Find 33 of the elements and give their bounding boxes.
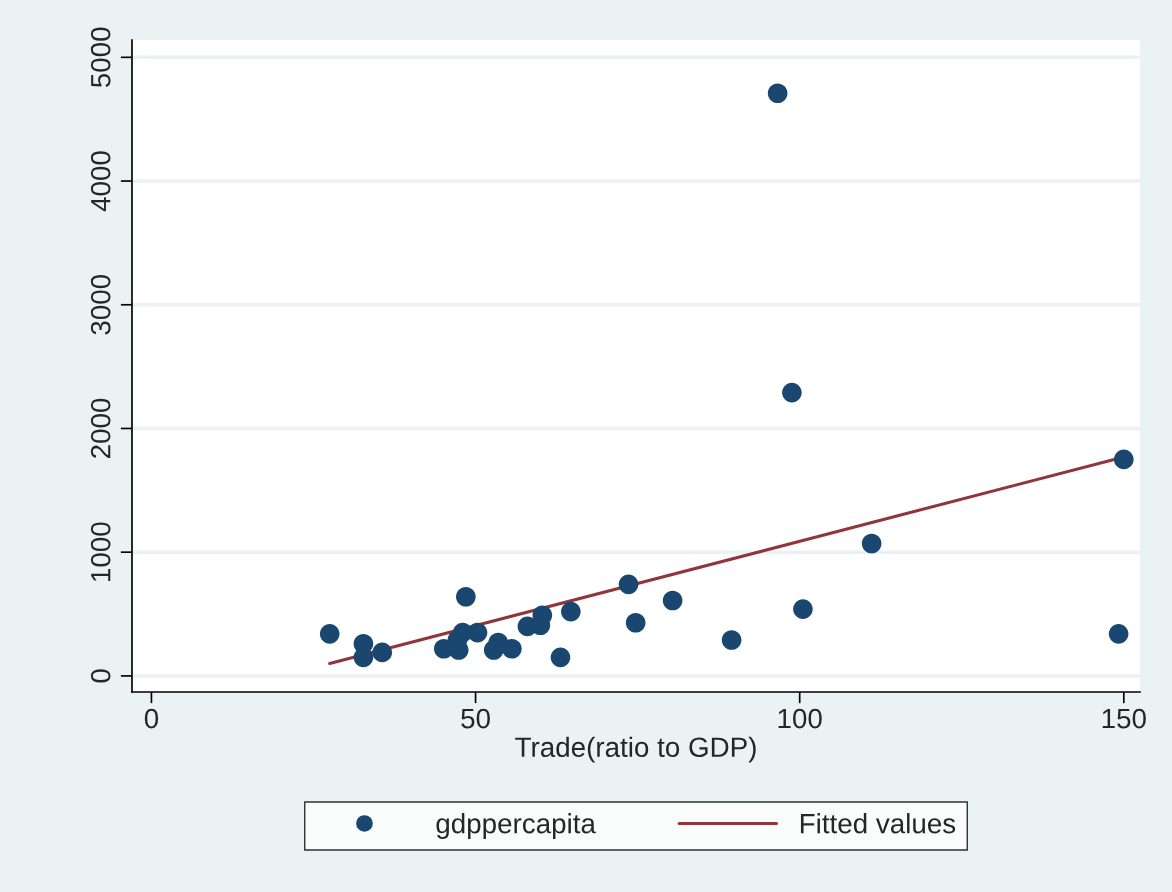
point [550, 647, 571, 668]
point [448, 640, 469, 660]
point [861, 533, 882, 554]
x-tick-label: 100 [778, 708, 822, 729]
legend-label: Fitted values [800, 813, 956, 834]
x-tick-label: 0 [144, 708, 159, 729]
point [1108, 624, 1129, 644]
y-tick-label: 5000 [90, 27, 111, 88]
point [561, 601, 581, 622]
point [618, 574, 639, 595]
point [721, 630, 742, 650]
y-tick-label: 2000 [90, 398, 111, 458]
point [1113, 449, 1134, 470]
x-tick-label: 50 [461, 708, 490, 729]
point [319, 624, 340, 644]
x-axis-title: Trade(ratio to GDP) [515, 736, 756, 763]
x-tick-label: 150 [1102, 708, 1146, 729]
point [502, 638, 522, 659]
point [782, 382, 802, 403]
point [456, 586, 476, 607]
y-tick-label: 4000 [90, 151, 111, 212]
legend-label: gdppercapita [436, 813, 596, 839]
point [662, 590, 683, 611]
y-tick-label: 0 [90, 669, 111, 683]
point [467, 622, 488, 643]
point [532, 605, 553, 626]
point [372, 642, 393, 663]
y-tick-label: 3000 [90, 274, 111, 335]
point [625, 612, 646, 633]
point [767, 83, 788, 104]
point [793, 599, 813, 619]
point [353, 647, 374, 668]
y-tick-label: 1000 [90, 522, 111, 581]
